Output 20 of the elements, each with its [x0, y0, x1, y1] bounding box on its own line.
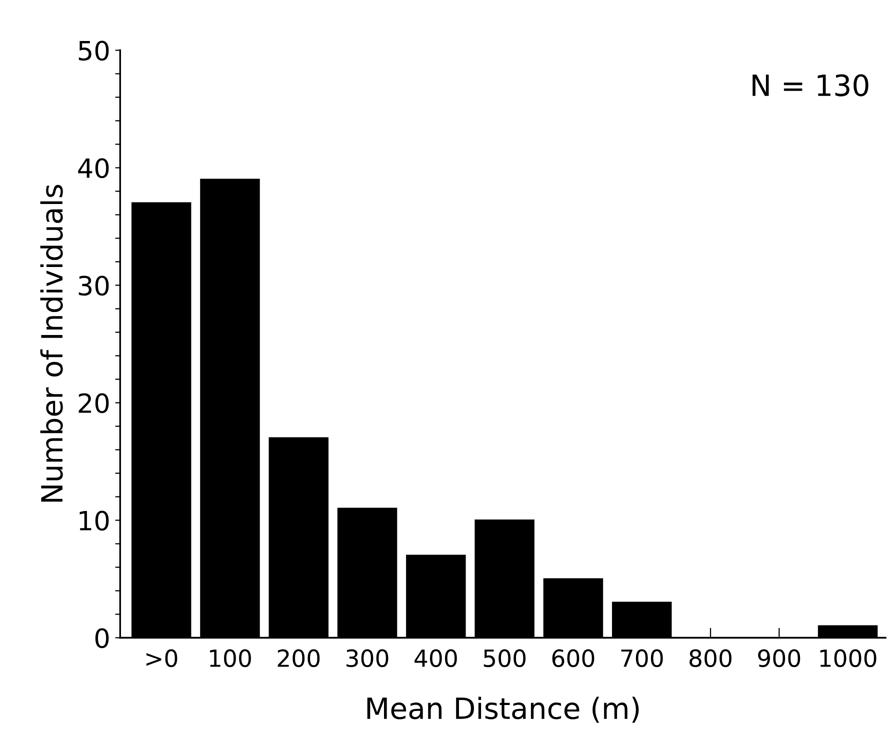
x-tick-label: >0 [146, 649, 178, 668]
y-tick-label: 50 [78, 40, 109, 61]
y-axis-title: Number of Individuals [40, 184, 63, 502]
x-tick-label: 500 [484, 649, 526, 668]
y-tick-label: 20 [78, 393, 109, 414]
y-tick-label: 0 [95, 628, 109, 648]
y-tick-label: 10 [80, 510, 109, 531]
x-tick-label: 400 [414, 649, 457, 668]
y-tick-label: 30 [78, 276, 109, 296]
x-tick-label: 900 [758, 649, 800, 668]
x-tick-label: 300 [346, 649, 388, 668]
x-tick-label: 800 [690, 649, 732, 668]
x-tick-label: 100 [210, 649, 251, 668]
x-tick-label: 1000 [820, 649, 876, 668]
y-tick-label: 40 [78, 158, 109, 178]
x-axis-title: Mean Distance (m) [367, 696, 639, 723]
x-tick-label: 700 [621, 649, 663, 668]
annotation: N = 130 [752, 74, 868, 96]
x-tick-label: 600 [552, 649, 594, 668]
x-tick-label: 200 [278, 649, 320, 668]
